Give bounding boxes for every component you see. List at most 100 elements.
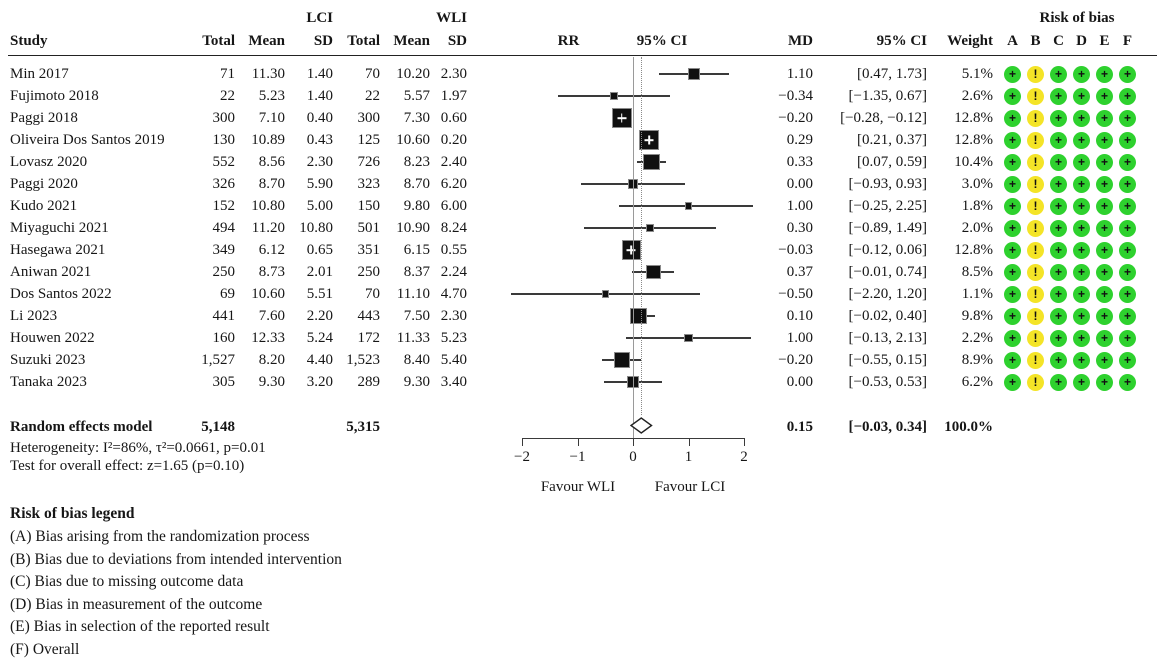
wli-total: 501 [357,220,381,236]
weight-value: 6.2% [961,374,993,390]
summary-row: Random effects model 5,148 5,315 0.15 [−… [0,416,1165,438]
rob-low-risk-icon: + [1119,241,1136,259]
weight-value: 1.8% [961,198,993,214]
forest-row-plot [505,371,763,393]
lci-mean: 8.70 [258,176,285,192]
lci-sd: 2.01 [306,264,333,280]
rob-low-risk-icon: + [1096,263,1113,281]
axis-tick-label: 2 [740,449,748,465]
table-row: Houwen 2022 160 12.33 5.24 172 11.33 5.2… [0,327,1165,349]
rob-low-risk-icon: + [1119,197,1136,215]
lci-total: 305 [212,374,236,390]
table-row: Tanaka 2023 305 9.30 3.20 289 9.30 3.40 … [0,371,1165,393]
rob-low-risk-icon: + [1096,153,1113,171]
forest-row-plot [505,107,763,129]
wli-sd: 2.40 [440,154,467,170]
summary-md: 0.15 [786,419,813,435]
lci-sd: 2.20 [306,308,333,324]
rob-low-risk-icon: + [1096,109,1113,127]
axis-tick-label: −2 [514,449,530,465]
md-value: 0.00 [786,374,813,390]
effect-estimate-square [621,240,642,260]
risk-of-bias-cells: +! + + + + [1004,327,1150,349]
study-name: Tanaka 2023 [10,374,87,390]
rob-low-risk-icon: + [1073,241,1090,259]
lci-mean: 8.56 [258,154,285,170]
rob-low-risk-icon: + [1096,329,1113,347]
lci-sd: 5.51 [306,286,333,302]
study-name: Li 2023 [10,308,58,324]
wli-sd: 6.20 [440,176,467,192]
wli-total: 172 [357,330,381,346]
wli-total: 70 [365,66,380,82]
effect-estimate-square [645,223,654,233]
axis-tick-label: 0 [629,449,637,465]
table-row: Oliveira Dos Santos 2019 130 10.89 0.43 … [0,129,1165,151]
effect-estimate-square [612,108,632,128]
heterogeneity-text: Heterogeneity: I²=86%, τ²=0.0661, p=0.01 [10,440,266,456]
wli-sd: 5.23 [440,330,467,346]
table-row: Miyaguchi 2021 494 11.20 10.80 501 10.90… [0,217,1165,239]
rob-low-risk-icon: + [1119,285,1136,303]
col-rr: RR [557,33,580,49]
lci-mean: 7.10 [258,110,285,126]
effect-estimate-square [639,130,659,150]
table-row: Min 2017 71 11.30 1.40 70 10.20 2.30 1.1… [0,63,1165,85]
rob-low-risk-icon: + [1050,131,1067,149]
summary-label: Random effects model [10,419,153,435]
col-rob-d: D [1076,33,1087,49]
favour-right-label: Favour LCI [654,479,726,495]
forest-row-plot [505,63,763,85]
ci-value: [−2.20, 1.20] [848,286,927,302]
md-value: 0.10 [786,308,813,324]
col-sd-lci: SD [313,33,333,49]
rob-low-risk-icon: + [1119,307,1136,325]
weight-value: 9.8% [961,308,993,324]
effect-estimate-square [609,91,619,101]
rob-low-risk-icon: + [1004,241,1021,259]
col-rob-c: C [1053,33,1064,49]
lci-total: 69 [220,286,235,302]
rob-low-risk-icon: + [1050,109,1067,127]
wli-total: 443 [357,308,381,324]
square-cross-icon [621,113,623,123]
col-rob-b: B [1030,33,1041,49]
ci-value: [−0.25, 2.25] [848,198,927,214]
col-mean-wli: Mean [393,33,430,49]
wli-total: 300 [357,110,381,126]
group-label-wli: WLI [436,10,467,26]
square-cross-icon [648,135,650,145]
rob-low-risk-icon: + [1004,263,1021,281]
rob-some-concerns-icon: ! [1027,373,1044,391]
rob-low-risk-icon: + [1004,219,1021,237]
rob-low-risk-icon: + [1073,175,1090,193]
lci-mean: 8.20 [258,352,285,368]
legend-item-b: (B) Bias due to deviations from intended… [10,550,342,568]
lci-mean: 6.12 [258,242,285,258]
rob-low-risk-icon: + [1096,197,1113,215]
lci-mean: 11.20 [251,220,285,236]
rob-low-risk-icon: + [1073,87,1090,105]
lci-sd: 1.40 [306,88,333,104]
rob-low-risk-icon: + [1119,263,1136,281]
rob-low-risk-icon: + [1096,87,1113,105]
rob-low-risk-icon: + [1119,219,1136,237]
table-row: Kudo 2021 152 10.80 5.00 150 9.80 6.00 1… [0,195,1165,217]
weight-value: 8.5% [961,264,993,280]
wli-sd: 1.97 [440,88,467,104]
ci-value: [−0.02, 0.40] [848,308,927,324]
lci-total: 552 [212,154,236,170]
lci-total: 326 [212,176,236,192]
col-weight: Weight [947,33,993,49]
col-study: Study [10,33,48,49]
lci-total: 494 [212,220,236,236]
table-row: Hasegawa 2021 349 6.12 0.65 351 6.15 0.5… [0,239,1165,261]
risk-of-bias-cells: +! + + + + [1004,129,1150,151]
risk-of-bias-cells: +! + + + + [1004,349,1150,371]
rob-low-risk-icon: + [1073,351,1090,369]
rob-low-risk-icon: + [1119,329,1136,347]
summary-ci: [−0.03, 0.34] [848,419,927,435]
rob-low-risk-icon: + [1050,285,1067,303]
rob-low-risk-icon: + [1096,373,1113,391]
lci-sd: 2.30 [306,154,333,170]
